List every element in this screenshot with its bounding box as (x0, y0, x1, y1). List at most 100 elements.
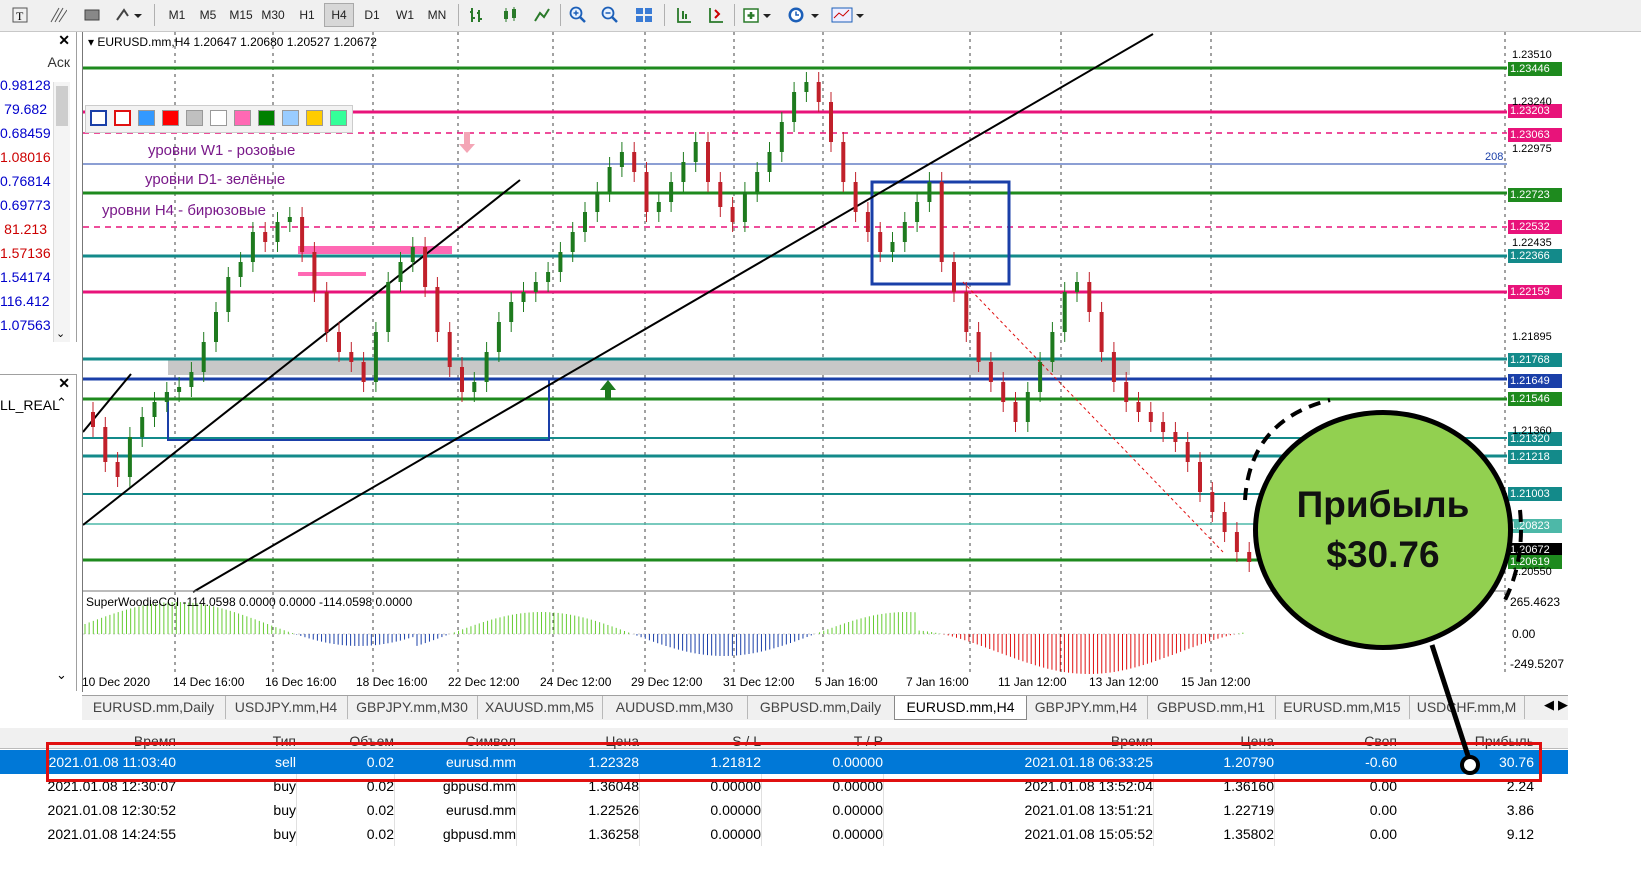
column-header[interactable]: T / P (853, 733, 883, 749)
candlestick-chart-icon[interactable] (498, 3, 522, 27)
time-axis-label: 11 Jan 12:00 (998, 675, 1067, 689)
market-watch-ask[interactable]: 1.57136 (0, 245, 51, 261)
zoom-out-icon[interactable] (598, 3, 622, 27)
color-swatch[interactable] (90, 110, 107, 126)
color-swatch[interactable] (306, 110, 323, 126)
rectangle-tool-icon[interactable] (80, 3, 104, 27)
column-header[interactable]: Цена (1240, 733, 1274, 749)
column-header[interactable]: Символ (465, 733, 516, 749)
history-row[interactable]: 2021.01.08 14:24:55 buy 0.02 gbpusd.mm 1.362… (0, 822, 1568, 846)
tile-windows-icon[interactable] (632, 3, 656, 27)
candle-body (902, 222, 907, 242)
color-palette[interactable] (85, 105, 353, 133)
market-watch-ask[interactable]: 79.682 (4, 101, 47, 117)
timeframe-m5-button[interactable]: M5 (199, 8, 217, 22)
color-swatch[interactable] (162, 110, 179, 126)
column-header[interactable]: Цена (605, 733, 639, 749)
market-watch-ask[interactable]: 1.07563 (0, 317, 51, 333)
zoom-in-icon[interactable] (566, 3, 590, 27)
history-cell: 2021.01.08 15:05:52 (887, 822, 1154, 846)
color-swatch[interactable] (282, 110, 299, 126)
price-chart[interactable] (83, 32, 1569, 675)
market-watch-ask[interactable]: 0.68459 (0, 125, 51, 141)
color-swatch[interactable] (114, 110, 131, 126)
chart-tab[interactable]: GBPJPY.mm,H4 (1025, 696, 1148, 719)
arrows-tool-icon[interactable] (112, 3, 146, 27)
marker-208: 208 (1485, 151, 1504, 163)
timeframe-h4-button[interactable]: H4 (324, 3, 354, 27)
chart-tab[interactable]: GBPJPY.mm,M30 (347, 696, 478, 719)
chart-tab[interactable]: EURUSD.mm,M15 (1275, 696, 1410, 719)
color-swatch[interactable] (234, 110, 251, 126)
history-cell: gbpusd.mm (398, 822, 517, 846)
candle-body (718, 182, 723, 207)
color-swatch[interactable] (186, 110, 203, 126)
tab-scroll-right-icon[interactable]: ▶ (1558, 697, 1568, 712)
market-watch-ask[interactable]: 0.69773 (0, 197, 51, 213)
color-swatch[interactable] (138, 110, 155, 126)
timeframe-w1-button[interactable]: W1 (396, 8, 414, 22)
column-header[interactable]: Тип (272, 733, 296, 749)
close-icon[interactable]: ✕ (58, 375, 70, 391)
line-chart-icon[interactable] (530, 3, 554, 27)
column-header[interactable]: Своп (1364, 733, 1397, 749)
timeframe-d1-button[interactable]: D1 (364, 8, 380, 22)
bar-chart-icon[interactable] (466, 3, 490, 27)
color-swatch[interactable] (330, 110, 347, 126)
chart-tab[interactable]: EURUSD.mm,H4 (894, 696, 1027, 720)
periods-clock-icon[interactable] (784, 3, 824, 27)
scroll-thumb[interactable] (56, 86, 68, 126)
navigator-item[interactable]: LL_REAL (0, 397, 60, 413)
fibonacci-tool-icon[interactable] (46, 3, 70, 27)
history-cell: 0.00000 (765, 822, 884, 846)
chevron-down-icon[interactable]: ⌄ (56, 667, 67, 682)
chart-tab[interactable]: EURUSD.mm,Daily (82, 696, 226, 719)
chart-tab[interactable]: GBPUSD.mm,Daily (747, 696, 895, 719)
color-swatch[interactable] (258, 110, 275, 126)
chart-tab[interactable]: USDJPY.mm,H4 (225, 696, 348, 719)
color-swatch[interactable] (210, 110, 227, 126)
indicators-icon[interactable] (740, 3, 774, 27)
autoscroll-icon[interactable] (704, 3, 728, 27)
market-watch-scrollbar[interactable]: ⌄ (53, 82, 70, 342)
candle-body (164, 392, 169, 402)
timeframe-m1-button[interactable]: M1 (168, 8, 186, 22)
column-header[interactable]: Время (1110, 733, 1153, 749)
chart-tab[interactable]: XAUUSD.mm,M5 (477, 696, 603, 719)
chart-tab[interactable]: AUDUSD.mm,M30 (602, 696, 748, 719)
column-header[interactable]: S / L (732, 733, 761, 749)
tab-scroll-left-icon[interactable]: ◀ (1544, 697, 1554, 712)
chevron-down-icon[interactable]: ⌄ (56, 328, 66, 340)
market-watch-ask[interactable]: 116.412 (0, 293, 50, 309)
market-watch-ask[interactable]: 0.76814 (0, 173, 51, 189)
column-header[interactable]: Объем (349, 733, 394, 749)
candle-body (103, 427, 108, 462)
timeframe-m15-button[interactable]: M15 (229, 8, 253, 22)
history-row[interactable]: 2021.01.08 12:30:52 buy 0.02 eurusd.mm 1.225… (0, 798, 1568, 822)
candle-body (1198, 462, 1202, 492)
chart-window[interactable] (82, 32, 1569, 692)
history-row[interactable]: 2021.01.08 11:03:40 sell 0.02 eurusd.mm 1.22… (0, 750, 1568, 774)
timeframe-mn-button[interactable]: MN (427, 8, 447, 22)
market-watch-ask[interactable]: 0.98128 (0, 77, 51, 93)
column-header[interactable]: Время (133, 733, 176, 749)
chart-tab[interactable]: USDCHF.mm,M (1409, 696, 1525, 719)
chart-shift-icon[interactable] (672, 3, 696, 27)
timeframe-h1-button[interactable]: H1 (299, 8, 315, 22)
market-watch-ask[interactable]: 1.08016 (0, 149, 51, 165)
candle-body (1001, 382, 1006, 402)
column-header[interactable]: Прибыль (1474, 733, 1534, 749)
market-watch-ask[interactable]: 81.213 (4, 221, 47, 237)
candle-body (509, 302, 514, 322)
chart-tab[interactable]: GBPUSD.mm,H1 (1147, 696, 1276, 719)
timeframe-m30-button[interactable]: M30 (261, 8, 285, 22)
close-icon[interactable]: ✕ (58, 32, 70, 48)
history-cell: 2021.01.08 12:30:07 (47, 778, 176, 794)
market-watch-ask[interactable]: 1.54174 (0, 269, 51, 285)
indicator-scale-top: 265.4623 (1510, 595, 1561, 609)
history-row[interactable]: 2021.01.08 12:30:07 buy 0.02 gbpusd.mm 1.360… (0, 774, 1568, 798)
chevron-up-icon[interactable]: ⌃ (56, 395, 67, 410)
candle-body (484, 352, 489, 382)
text-tool-icon[interactable]: T (8, 3, 32, 27)
templates-icon[interactable] (830, 3, 868, 27)
